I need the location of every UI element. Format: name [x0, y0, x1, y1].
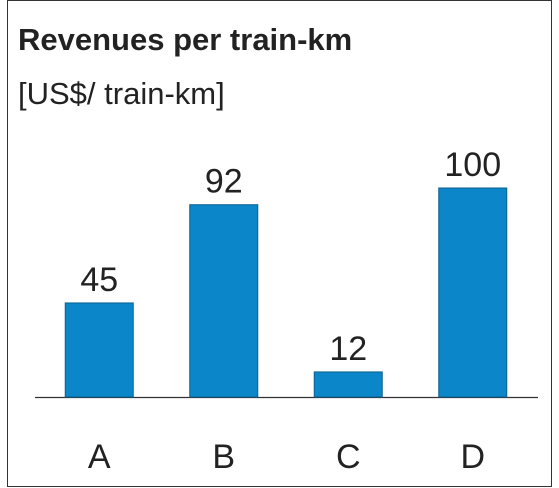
chart-subtitle: [US$/ train-km]: [18, 76, 225, 111]
chart-title: Revenues per train-km: [18, 22, 352, 57]
frame: [7, 0, 552, 487]
bar: [438, 187, 508, 398]
value-label: 12: [329, 330, 367, 368]
bar: [189, 204, 259, 398]
value-label: 45: [80, 261, 118, 299]
x-tick-label: B: [212, 438, 235, 476]
bar: [64, 302, 134, 398]
value-label: 92: [205, 163, 243, 201]
x-tick-label: D: [460, 438, 485, 476]
bar: [313, 371, 383, 398]
x-tick-label: C: [336, 438, 361, 476]
x-tick-label: A: [88, 438, 111, 476]
value-label: 100: [444, 146, 501, 184]
